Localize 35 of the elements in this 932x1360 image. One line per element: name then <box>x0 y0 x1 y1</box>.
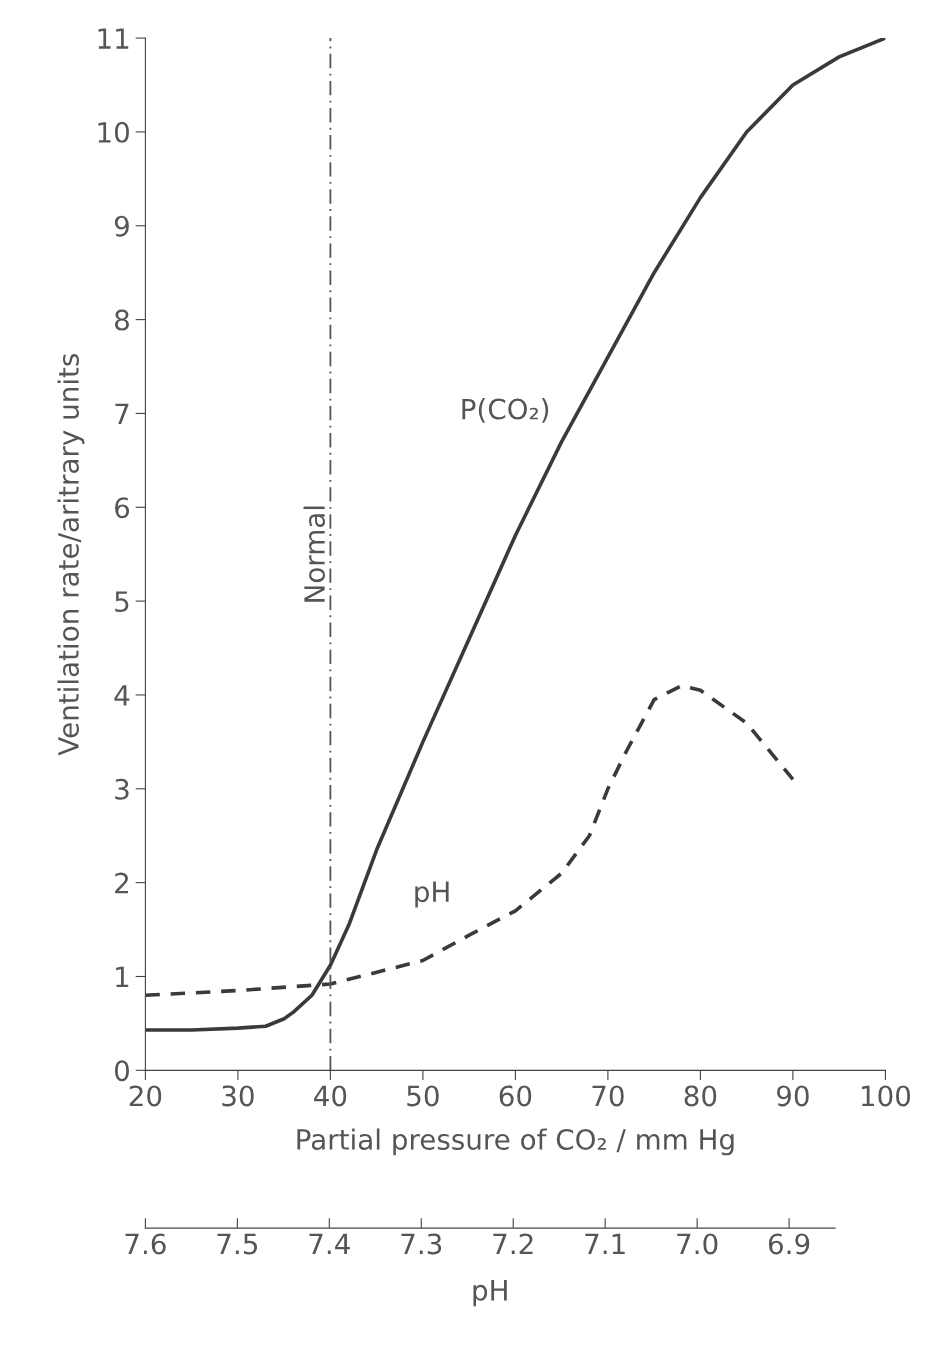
y-tick-label: 0 <box>114 1060 129 1082</box>
x-axis-title: Partial pressure of CO₂ / mm Hg <box>297 1128 734 1156</box>
y-tick-label: 5 <box>115 591 129 613</box>
x-tick-label: 20 <box>129 1085 162 1107</box>
x-tick-label: 90 <box>776 1085 809 1107</box>
x2-tick-label: 7.1 <box>585 1233 625 1255</box>
y-tick-label: 6 <box>115 497 130 519</box>
x-tick-label: 80 <box>684 1085 717 1107</box>
x-tick-label: 50 <box>407 1085 439 1107</box>
x2-tick-label: 6.9 <box>768 1233 810 1255</box>
x2-tick-label: 7.2 <box>493 1233 533 1255</box>
series-label: P(CO₂) <box>462 398 549 423</box>
x2-tick-label: 7.4 <box>309 1233 350 1255</box>
y-tick-label: 11 <box>98 28 129 49</box>
y-tick-label: 10 <box>98 121 129 143</box>
x2-axis-title: pH <box>473 1280 507 1307</box>
y-tick-label: 2 <box>115 872 129 894</box>
x-tick-label: 70 <box>592 1085 624 1107</box>
x-tick-label: 100 <box>861 1085 911 1107</box>
y-tick-label: 7 <box>115 403 129 424</box>
y-tick-label: 9 <box>114 215 129 237</box>
y-tick-label: 3 <box>115 778 129 800</box>
y-axis-title: Ventilation rate/aritrary units <box>57 353 85 756</box>
x2-tick-label: 7.3 <box>401 1233 442 1255</box>
x-tick-label: 30 <box>222 1085 254 1107</box>
x2-tick-label: 7.0 <box>677 1233 718 1255</box>
x-tick-label: 40 <box>314 1085 347 1107</box>
x2-tick-label: 7.5 <box>217 1233 258 1255</box>
y-tick-label: 1 <box>116 966 129 988</box>
series-label: pH <box>415 881 449 908</box>
x2-tick-label: 7.6 <box>125 1233 166 1255</box>
ref-line-label: Normal <box>303 506 326 602</box>
y-tick-label: 4 <box>114 685 130 706</box>
y-tick-label: 8 <box>115 309 129 331</box>
x-tick-label: 60 <box>499 1085 532 1107</box>
